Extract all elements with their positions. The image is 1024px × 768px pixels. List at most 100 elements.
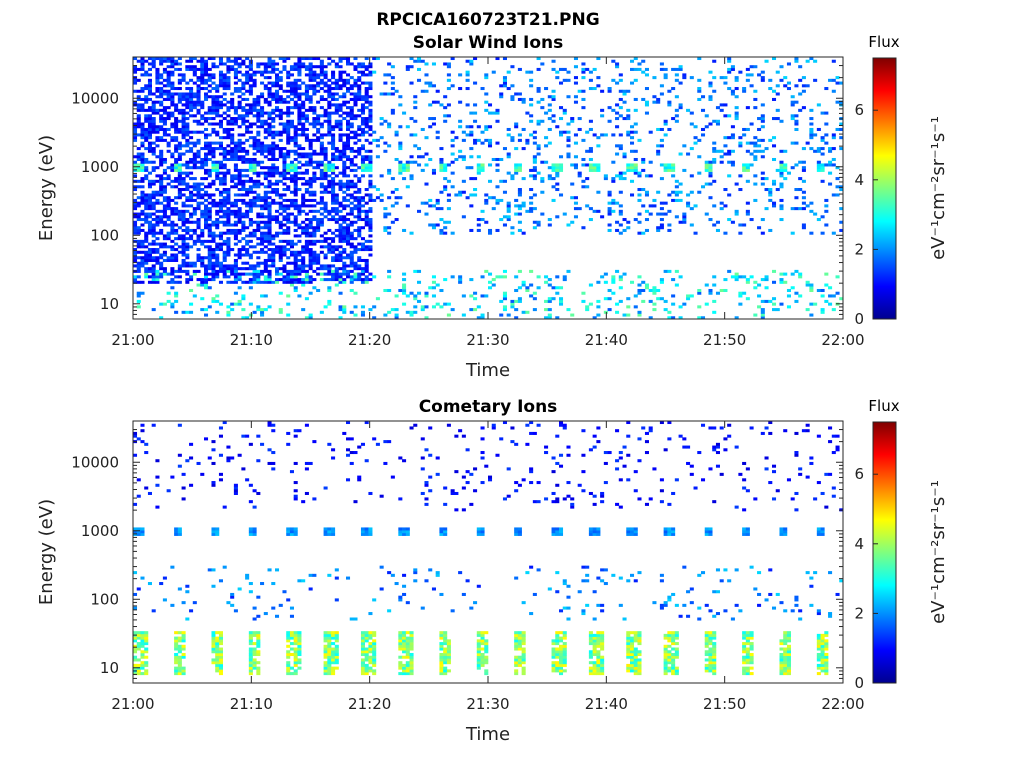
spectrogram-cell — [387, 226, 392, 230]
spectrogram-cell — [162, 267, 167, 271]
spectrogram-cell — [730, 67, 735, 71]
spectrogram-cell — [618, 177, 623, 181]
x-axis-label: Time — [465, 360, 510, 381]
spectrogram-cell — [398, 288, 403, 293]
spectrogram-cell — [263, 149, 268, 153]
spectrogram-cell — [742, 223, 747, 227]
spectrogram-cell — [327, 78, 332, 82]
spectrogram-cell — [450, 185, 455, 189]
spectrogram-cell — [222, 166, 227, 170]
spectrogram-cell — [140, 108, 145, 112]
spectrogram-cell — [211, 239, 216, 243]
spectrogram-cell — [136, 166, 141, 170]
spectrogram-cell — [226, 313, 231, 317]
spectrogram-cell — [368, 100, 373, 104]
spectrogram-cell — [245, 127, 250, 131]
spectrogram-cell — [786, 305, 791, 309]
spectrogram-cell — [162, 106, 167, 110]
spectrogram-cell — [611, 291, 616, 295]
spectrogram-cell — [331, 92, 336, 96]
spectrogram-cell — [177, 95, 182, 99]
spectrogram-cell — [547, 278, 552, 282]
spectrogram-cell — [159, 190, 164, 194]
spectrogram-cell — [289, 250, 294, 254]
spectrogram-cell — [215, 532, 220, 536]
spectrogram-cell — [316, 100, 321, 104]
spectrogram-cell — [644, 174, 649, 178]
spectrogram-cell — [708, 171, 713, 175]
spectrogram-cell — [630, 130, 635, 134]
spectrogram-cell — [304, 108, 309, 112]
spectrogram-cell — [211, 182, 216, 186]
spectrogram-cell — [360, 198, 365, 202]
spectrogram-cell — [383, 228, 388, 232]
spectrogram-cell — [458, 119, 463, 123]
spectrogram-cell — [286, 231, 291, 235]
spectrogram-cell — [211, 644, 216, 648]
spectrogram-cell — [230, 302, 235, 306]
spectrogram-cell — [189, 264, 194, 268]
spectrogram-cell — [641, 157, 646, 162]
spectrogram-cell — [233, 76, 238, 80]
spectrogram-cell — [428, 117, 433, 121]
spectrogram-cell — [312, 92, 317, 96]
spectrogram-cell — [644, 283, 649, 287]
spectrogram-cell — [585, 163, 590, 167]
spectrogram-cell — [159, 264, 164, 268]
spectrogram-cell — [734, 106, 739, 110]
spectrogram-cell — [252, 250, 257, 254]
spectrogram-cell — [547, 117, 552, 121]
spectrogram-cell — [727, 87, 732, 91]
spectrogram-cell — [215, 245, 220, 249]
spectrogram-cell — [286, 95, 291, 99]
spectrogram-cell — [465, 103, 470, 107]
spectrogram-cell — [308, 78, 313, 82]
spectrogram-cell — [271, 133, 276, 137]
spectrogram-cell — [151, 250, 156, 254]
spectrogram-cell — [177, 166, 182, 170]
spectrogram-cell — [241, 297, 246, 301]
spectrogram-cell — [271, 117, 276, 121]
spectrogram-cell — [304, 297, 309, 301]
spectrogram-cell — [166, 256, 171, 260]
spectrogram-cell — [181, 223, 186, 227]
spectrogram-cell — [618, 190, 623, 194]
spectrogram-cell — [342, 305, 347, 309]
spectrogram-cell — [237, 253, 242, 257]
spectrogram-cell — [828, 171, 833, 175]
spectrogram-cell — [267, 242, 272, 246]
spectrogram-cell — [155, 220, 160, 224]
spectrogram-cell — [517, 207, 522, 211]
spectrogram-cell — [245, 234, 250, 238]
spectrogram-cell — [196, 152, 201, 156]
spectrogram-cell — [159, 245, 164, 249]
spectrogram-cell — [663, 76, 668, 80]
spectrogram-cell — [715, 106, 720, 110]
spectrogram-cell — [730, 89, 735, 93]
spectrogram-cell — [151, 275, 156, 279]
spectrogram-cell — [155, 198, 160, 202]
spectrogram-cell — [263, 177, 268, 181]
spectrogram-cell — [278, 111, 283, 115]
spectrogram-cell — [140, 179, 145, 183]
spectrogram-cell — [204, 163, 209, 167]
spectrogram-cell — [144, 442, 149, 446]
spectrogram-cell — [346, 193, 351, 197]
spectrogram-cell — [529, 174, 534, 178]
spectrogram-cell — [319, 136, 324, 140]
spectrogram-cell — [177, 250, 182, 254]
spectrogram-cell — [783, 280, 788, 284]
spectrogram-cell — [316, 220, 321, 224]
spectrogram-cell — [346, 188, 351, 192]
spectrogram-cell — [622, 228, 627, 232]
spectrogram-cell — [177, 269, 182, 273]
spectrogram-cell — [353, 198, 358, 202]
spectrogram-cell — [510, 84, 515, 88]
spectrogram-cell — [555, 182, 560, 186]
spectrogram-cell — [529, 103, 534, 107]
spectrogram-cell — [174, 532, 179, 536]
spectrogram-cell — [364, 119, 369, 123]
spectrogram-cell — [502, 294, 507, 298]
spectrogram-cell — [304, 198, 309, 202]
spectrogram-cell — [174, 672, 179, 676]
